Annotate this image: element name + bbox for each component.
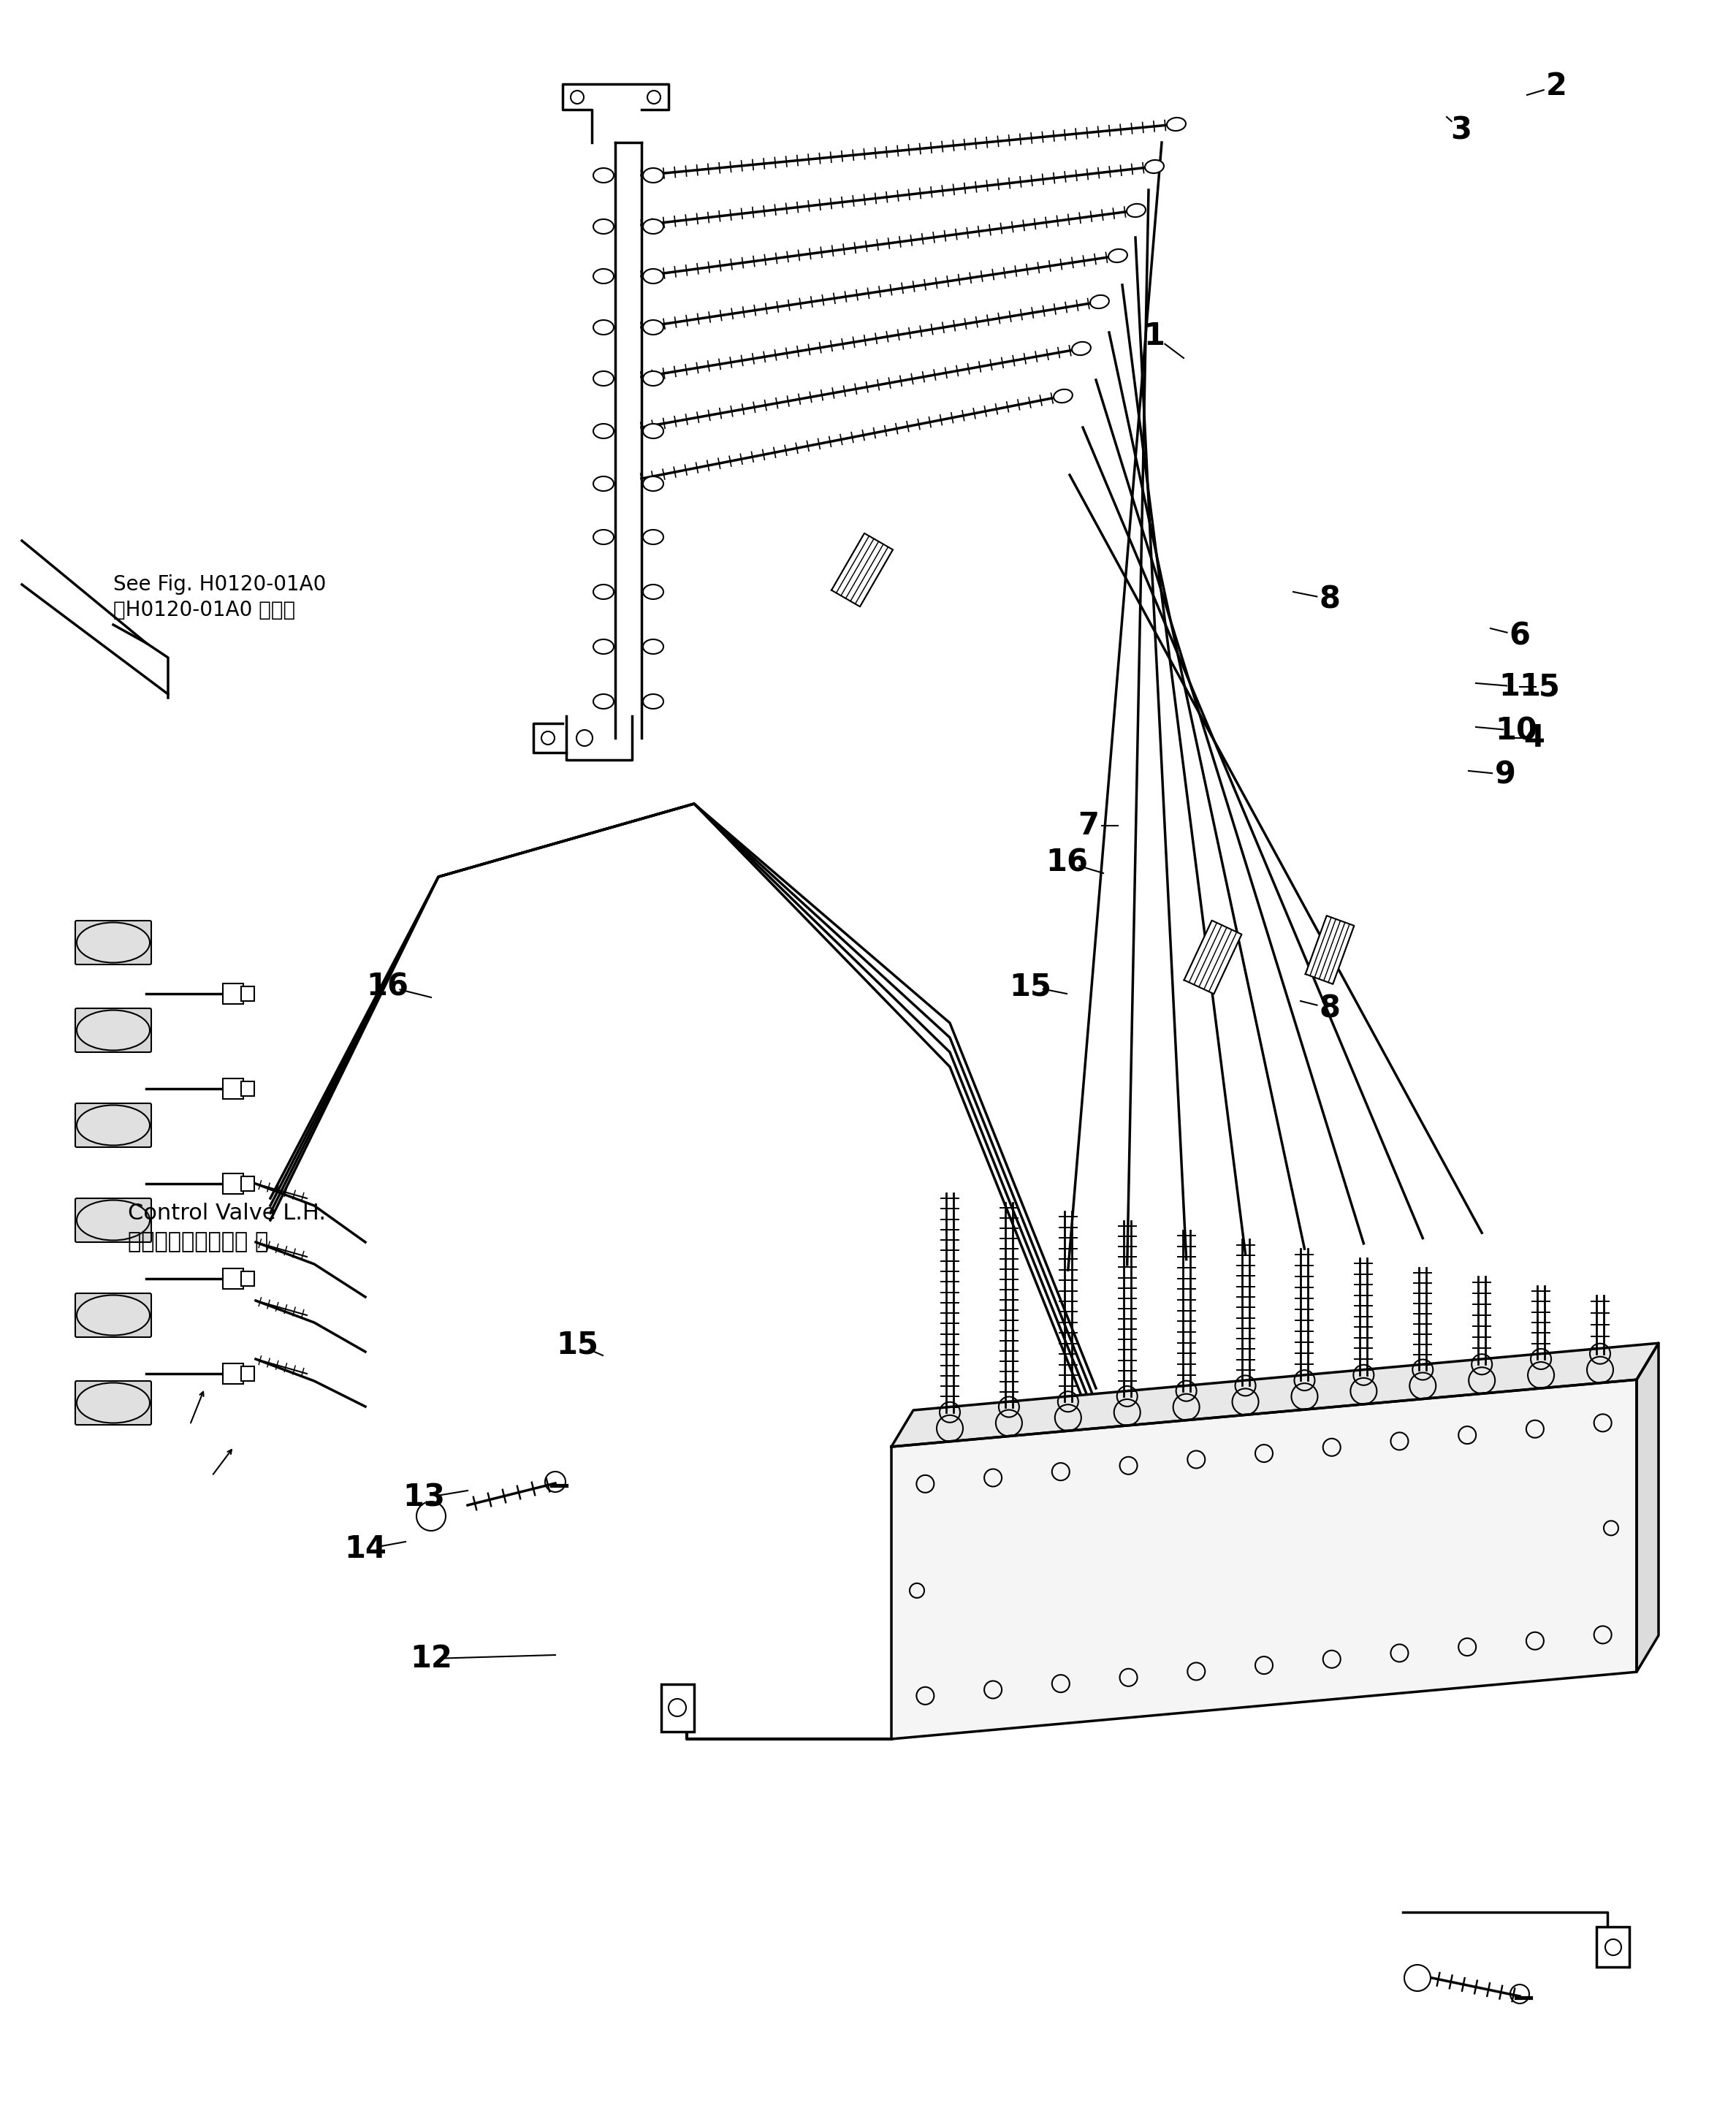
- Ellipse shape: [1090, 295, 1109, 308]
- Text: 16: 16: [366, 972, 408, 1001]
- Bar: [222, 1174, 243, 1193]
- Polygon shape: [891, 1343, 1658, 1446]
- Ellipse shape: [76, 1199, 149, 1240]
- Ellipse shape: [594, 476, 615, 491]
- Bar: [222, 1269, 243, 1288]
- Bar: [241, 1271, 253, 1286]
- Ellipse shape: [594, 639, 615, 653]
- Ellipse shape: [642, 169, 663, 183]
- Ellipse shape: [642, 320, 663, 335]
- Ellipse shape: [76, 1105, 149, 1145]
- FancyBboxPatch shape: [75, 921, 151, 965]
- Ellipse shape: [1108, 249, 1127, 261]
- FancyBboxPatch shape: [75, 1008, 151, 1052]
- FancyBboxPatch shape: [75, 1381, 151, 1425]
- Ellipse shape: [594, 694, 615, 708]
- Ellipse shape: [76, 923, 149, 963]
- Text: 10: 10: [1495, 715, 1538, 746]
- Text: Control Valve L.H.: Control Valve L.H.: [128, 1202, 326, 1223]
- Ellipse shape: [594, 424, 615, 438]
- Text: 3: 3: [1451, 114, 1472, 145]
- Bar: [241, 987, 253, 1001]
- Bar: [661, 1684, 694, 1731]
- Bar: [1597, 1927, 1630, 1967]
- Text: 12: 12: [410, 1644, 451, 1674]
- Text: 11: 11: [1498, 672, 1542, 702]
- Text: 13: 13: [403, 1482, 444, 1514]
- Text: 15: 15: [556, 1330, 599, 1360]
- Text: 8: 8: [1319, 993, 1340, 1024]
- Ellipse shape: [594, 219, 615, 234]
- Bar: [241, 1081, 253, 1096]
- Ellipse shape: [1054, 390, 1073, 403]
- Bar: [222, 1364, 243, 1383]
- Text: 16: 16: [1045, 847, 1088, 877]
- Ellipse shape: [642, 694, 663, 708]
- Ellipse shape: [76, 1383, 149, 1423]
- Text: 6: 6: [1509, 620, 1531, 651]
- Text: 2: 2: [1545, 72, 1568, 101]
- Ellipse shape: [1146, 160, 1163, 173]
- Text: 第H0120-01A0 図参照: 第H0120-01A0 図参照: [113, 601, 295, 620]
- Text: 4: 4: [1524, 723, 1545, 753]
- Ellipse shape: [594, 270, 615, 282]
- Ellipse shape: [76, 1294, 149, 1334]
- Bar: [241, 1366, 253, 1381]
- Text: コントロールバルブ 左: コントロールバルブ 左: [128, 1231, 269, 1252]
- Bar: [241, 1176, 253, 1191]
- Ellipse shape: [594, 371, 615, 386]
- Text: 9: 9: [1495, 759, 1516, 790]
- Ellipse shape: [76, 1010, 149, 1050]
- FancyBboxPatch shape: [75, 1102, 151, 1147]
- Polygon shape: [1305, 915, 1354, 984]
- Bar: [222, 984, 243, 1003]
- Text: 1: 1: [1144, 320, 1165, 352]
- Ellipse shape: [594, 529, 615, 544]
- Text: 7: 7: [1078, 809, 1099, 841]
- Ellipse shape: [594, 320, 615, 335]
- Polygon shape: [1184, 921, 1241, 995]
- Ellipse shape: [642, 424, 663, 438]
- Ellipse shape: [1071, 341, 1090, 356]
- Ellipse shape: [642, 529, 663, 544]
- FancyBboxPatch shape: [75, 1197, 151, 1242]
- Ellipse shape: [642, 219, 663, 234]
- Ellipse shape: [642, 584, 663, 599]
- Polygon shape: [891, 1379, 1637, 1739]
- Text: See Fig. H0120-01A0: See Fig. H0120-01A0: [113, 573, 326, 594]
- Polygon shape: [1637, 1343, 1658, 1672]
- Text: 15: 15: [1009, 972, 1052, 1001]
- FancyBboxPatch shape: [75, 1294, 151, 1336]
- Ellipse shape: [642, 476, 663, 491]
- Text: 5: 5: [1538, 672, 1559, 702]
- Ellipse shape: [594, 169, 615, 183]
- Text: 8: 8: [1319, 584, 1340, 616]
- Ellipse shape: [642, 639, 663, 653]
- Ellipse shape: [594, 584, 615, 599]
- Ellipse shape: [642, 270, 663, 282]
- Bar: [222, 1079, 243, 1098]
- Ellipse shape: [1167, 118, 1186, 131]
- Ellipse shape: [642, 371, 663, 386]
- Polygon shape: [832, 533, 892, 607]
- Ellipse shape: [1127, 204, 1146, 217]
- Text: 14: 14: [344, 1535, 387, 1564]
